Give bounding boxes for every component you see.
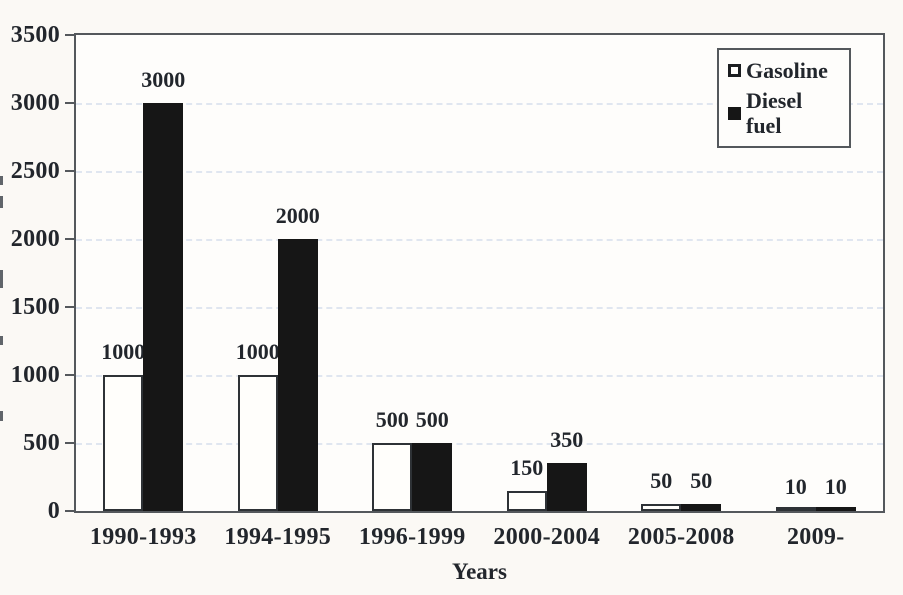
bar-group-1996-1999: 500 500 — [372, 35, 453, 511]
bar-value-label: 150 — [510, 454, 544, 480]
gridline-2000 — [76, 239, 883, 241]
x-tick-label-2005-2008: 2005-2008 — [627, 524, 735, 550]
y-tick-mark-2000 — [65, 238, 74, 240]
bar-gasoline-2005-2008 — [641, 504, 682, 511]
y-tick-mark-2500 — [65, 170, 74, 172]
x-tick-label-1990-1993: 1990-1993 — [89, 524, 197, 550]
y-tick-label-2000: 2000 — [10, 226, 60, 252]
x-tick-label-2009-: 2009- — [787, 524, 845, 550]
gasoline-swatch-icon — [728, 64, 741, 77]
bar-value-label: 1000 — [101, 339, 146, 364]
bar-gasoline-1990-1993 — [103, 375, 144, 511]
y-axis-title-fragment — [0, 336, 3, 345]
bar-diesel-fuel-1990-1993 — [143, 103, 184, 511]
bar-gasoline-2000-2004 — [506, 490, 547, 511]
bar-value-label: 50 — [690, 468, 713, 494]
y-tick-label-500: 500 — [23, 430, 60, 456]
gridline-2500 — [76, 171, 883, 173]
bar-diesel-fuel-2005-2008 — [681, 504, 722, 511]
y-tick-label-2500: 2500 — [10, 158, 60, 184]
bar-group-2000-2004: 150 350 — [506, 35, 587, 511]
bar-diesel-fuel-1994-1995 — [277, 239, 318, 511]
y-axis-title-fragment — [0, 196, 3, 208]
bar-gasoline-1994-1995 — [237, 375, 278, 511]
y-tick-label-3000: 3000 — [10, 90, 60, 116]
y-tick-label-1000: 1000 — [10, 362, 60, 388]
bar-value-label: 2000 — [275, 203, 320, 228]
bar-diesel-fuel-2000-2004 — [546, 463, 587, 511]
y-tick-mark-0 — [65, 510, 74, 512]
y-axis-title-fragment — [0, 270, 3, 288]
bar-value-label: 350 — [550, 427, 584, 453]
gridline-1500 — [76, 307, 883, 309]
x-tick-label-2000-2004: 2000-2004 — [493, 524, 601, 550]
diesel-fuel-swatch-icon — [728, 106, 741, 120]
y-tick-mark-3000 — [65, 102, 74, 104]
x-axis-title: Years — [452, 559, 507, 584]
y-tick-mark-1500 — [65, 306, 74, 308]
gridline-500 — [76, 443, 883, 445]
bar-group-1990-1993: 1000 3000 — [101, 35, 186, 511]
gridline-3000 — [76, 103, 883, 105]
bar-group-2005-2008: 50 50 — [641, 35, 722, 511]
bar-value-label: 10 — [824, 473, 847, 499]
bar-group-2009-: 10 10 — [775, 35, 856, 511]
y-tick-label-1500: 1500 — [10, 294, 60, 320]
y-axis-title-fragment — [0, 176, 3, 185]
legend-label-gasoline: Gasoline — [746, 58, 828, 83]
bar-value-label: 3000 — [141, 67, 186, 92]
y-tick-mark-3500 — [65, 34, 74, 36]
legend: Gasoline Diesel fuel — [717, 48, 851, 148]
bar-value-label: 10 — [784, 473, 807, 499]
x-tick-label-1996-1999: 1996-1999 — [358, 524, 466, 550]
legend-label-diesel-fuel: Diesel fuel — [746, 88, 803, 138]
bar-value-label: 500 — [415, 407, 449, 432]
y-tick-mark-500 — [65, 442, 74, 444]
y-tick-label-0: 0 — [47, 498, 60, 524]
x-tick-label-1994-1995: 1994-1995 — [224, 524, 332, 550]
bar-gasoline-2009- — [775, 507, 816, 511]
legend-item-gasoline: Gasoline — [728, 58, 841, 83]
bar-gasoline-1996-1999 — [372, 443, 413, 511]
plot-area: 1000 3000 1000 2000 500 500 150 350 50 50 10 10 Gas… — [74, 33, 885, 513]
bar-value-label: 1000 — [235, 339, 280, 364]
y-tick-mark-1000 — [65, 374, 74, 376]
y-axis-title-fragment — [0, 411, 3, 421]
bar-diesel-fuel-2009- — [815, 507, 856, 511]
y-tick-label-3500: 3500 — [10, 22, 60, 48]
bar-value-label: 500 — [375, 407, 409, 432]
bar-diesel-fuel-1996-1999 — [412, 443, 453, 511]
bar-group-1994-1995: 1000 2000 — [235, 35, 320, 511]
legend-item-diesel-fuel: Diesel fuel — [728, 88, 841, 138]
bar-value-label: 50 — [650, 468, 673, 494]
gridline-1000 — [76, 375, 883, 377]
